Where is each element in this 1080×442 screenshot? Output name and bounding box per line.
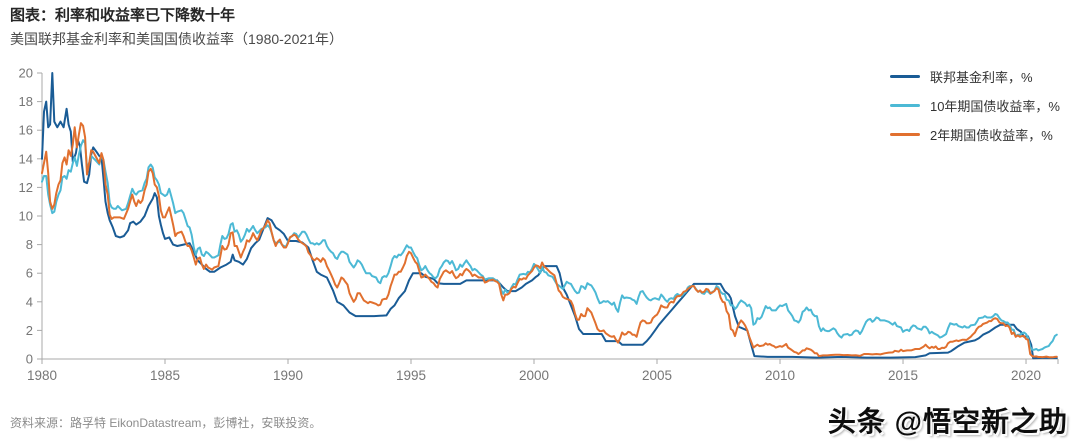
x-tick-label: 1990 (273, 368, 303, 383)
y-tick-label: 16 (19, 123, 33, 138)
x-tick-label: 2005 (642, 368, 672, 383)
legend-line-swatch-treasury-10y (889, 103, 920, 107)
legend-label-fed-funds: 联邦基金利率，% (929, 69, 1033, 85)
y-tick-label: 20 (19, 66, 33, 81)
source-note: 资料来源：路孚特 EikonDatastream，彭博社，安联投资。 (10, 416, 322, 430)
y-tick-label: 10 (19, 209, 33, 224)
x-tick-label: 2020 (1011, 368, 1041, 383)
y-tick-label: 6 (26, 266, 33, 281)
treasury-10y-line (41, 139, 1058, 352)
legend-item-treasury-10y: 10年期国债收益率，% (889, 95, 1060, 115)
x-tick-label: 1995 (396, 368, 426, 383)
y-tick-label: 18 (19, 94, 33, 109)
y-tick-label: 12 (19, 180, 33, 195)
fed-funds-line (41, 72, 1058, 360)
y-tick-label: 14 (19, 151, 33, 166)
chart-subtitle: 美国联邦基金利率和美国国债收益率（1980-2021年） (10, 31, 343, 47)
x-tick-label: 1980 (27, 368, 57, 383)
y-tick-label: 4 (26, 294, 33, 309)
legend-line-swatch-treasury-2y (889, 132, 920, 136)
legend-label-treasury-10y: 10年期国债收益率，% (929, 98, 1060, 114)
chart-legend: 联邦基金利率，% 10年期国债收益率，% 2年期国债收益率，% (889, 66, 1060, 144)
legend-label-treasury-2y: 2年期国债收益率，% (929, 127, 1053, 143)
y-tick-label: 0 (26, 352, 33, 367)
x-tick-label: 2010 (765, 368, 795, 383)
chart-header: 图表：利率和收益率已下降数十年 美国联邦基金利率和美国国债收益率（1980-20… (10, 6, 343, 50)
watermark-text: 头条 @悟空新之助 (827, 406, 1068, 437)
page-title: 图表：利率和收益率已下降数十年 (10, 7, 236, 24)
y-tick-label: 8 (26, 237, 33, 252)
legend-item-fed-funds: 联邦基金利率，% (889, 66, 1060, 86)
treasury-2y-line (41, 122, 1058, 359)
x-tick-label: 2015 (888, 368, 918, 383)
x-tick-label: 1985 (150, 368, 180, 383)
legend-item-treasury-2y: 2年期国债收益率，% (889, 124, 1060, 144)
legend-line-swatch-fed-funds (889, 74, 920, 78)
x-tick-label: 2000 (519, 368, 549, 383)
y-tick-label: 2 (26, 323, 33, 338)
